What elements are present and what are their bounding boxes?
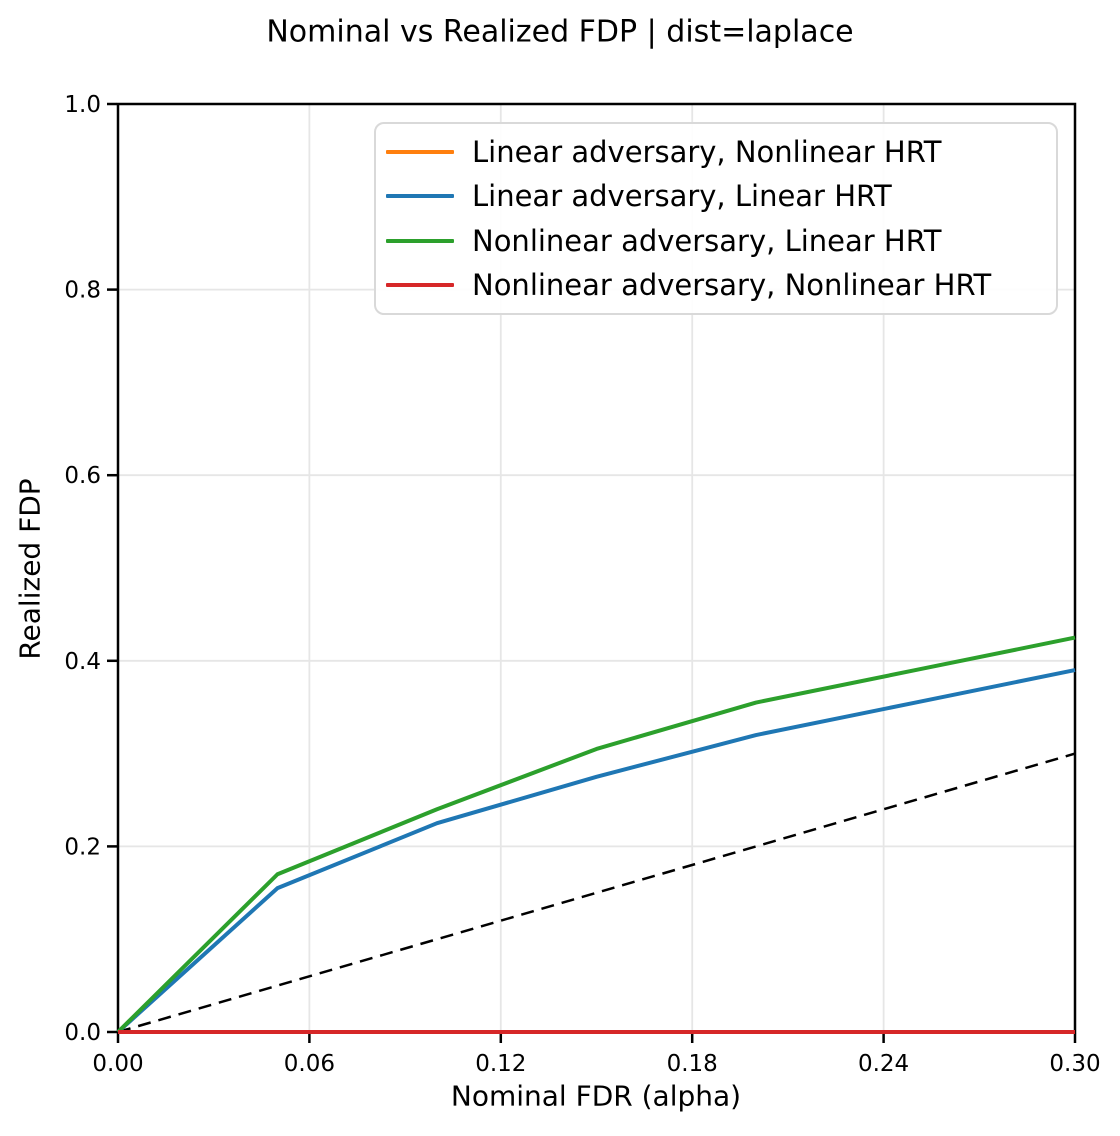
legend-label: Nonlinear adversary, Nonlinear HRT [472,267,992,302]
legend-label: Nonlinear adversary, Linear HRT [472,223,942,258]
legend-item: Nonlinear adversary, Linear HRT [376,224,1056,258]
series-line-nonlinear-adversary-linear-hrt [116,635,1076,1034]
y-tick-label: 0.8 [64,278,101,304]
y-axis-label: Realized FDP [13,478,47,660]
legend-item: Nonlinear adversary, Nonlinear HRT [376,268,1056,302]
x-axis-label: Nominal FDR (alpha) [450,1079,742,1113]
y-tick-label: 0.4 [64,649,101,675]
legend-label: Linear adversary, Linear HRT [472,179,892,214]
legend-line-swatch [386,238,454,243]
legend-item: Linear adversary, Linear HRT [376,179,1056,213]
legend-item: Linear adversary, Nonlinear HRT [376,135,1056,169]
legend-label: Linear adversary, Nonlinear HRT [472,135,942,170]
legend: Linear adversary, Nonlinear HRT Linear ad… [374,122,1058,315]
legend-line-swatch [386,194,454,199]
y-tick-label: 1.0 [64,92,101,118]
y-tick-label: 0.6 [64,463,101,489]
chart-title: Nominal vs Realized FDP | dist=laplace [266,14,854,50]
series-line-linear-adversary-linear-hrt [116,668,1076,1034]
legend-line-swatch [386,150,454,155]
x-tick-label: 0.30 [1049,1051,1100,1077]
x-tick-label: 0.06 [284,1051,335,1077]
y-tick-label: 0.0 [64,1020,101,1046]
x-tick-label: 0.24 [858,1051,909,1077]
x-tick-label: 0.18 [667,1051,718,1077]
x-tick-label: 0.00 [92,1051,143,1077]
y-tick-label: 0.2 [64,834,101,860]
legend-line-swatch [386,282,454,287]
reference-diagonal-line [117,752,1076,1034]
x-tick-label: 0.12 [475,1051,526,1077]
